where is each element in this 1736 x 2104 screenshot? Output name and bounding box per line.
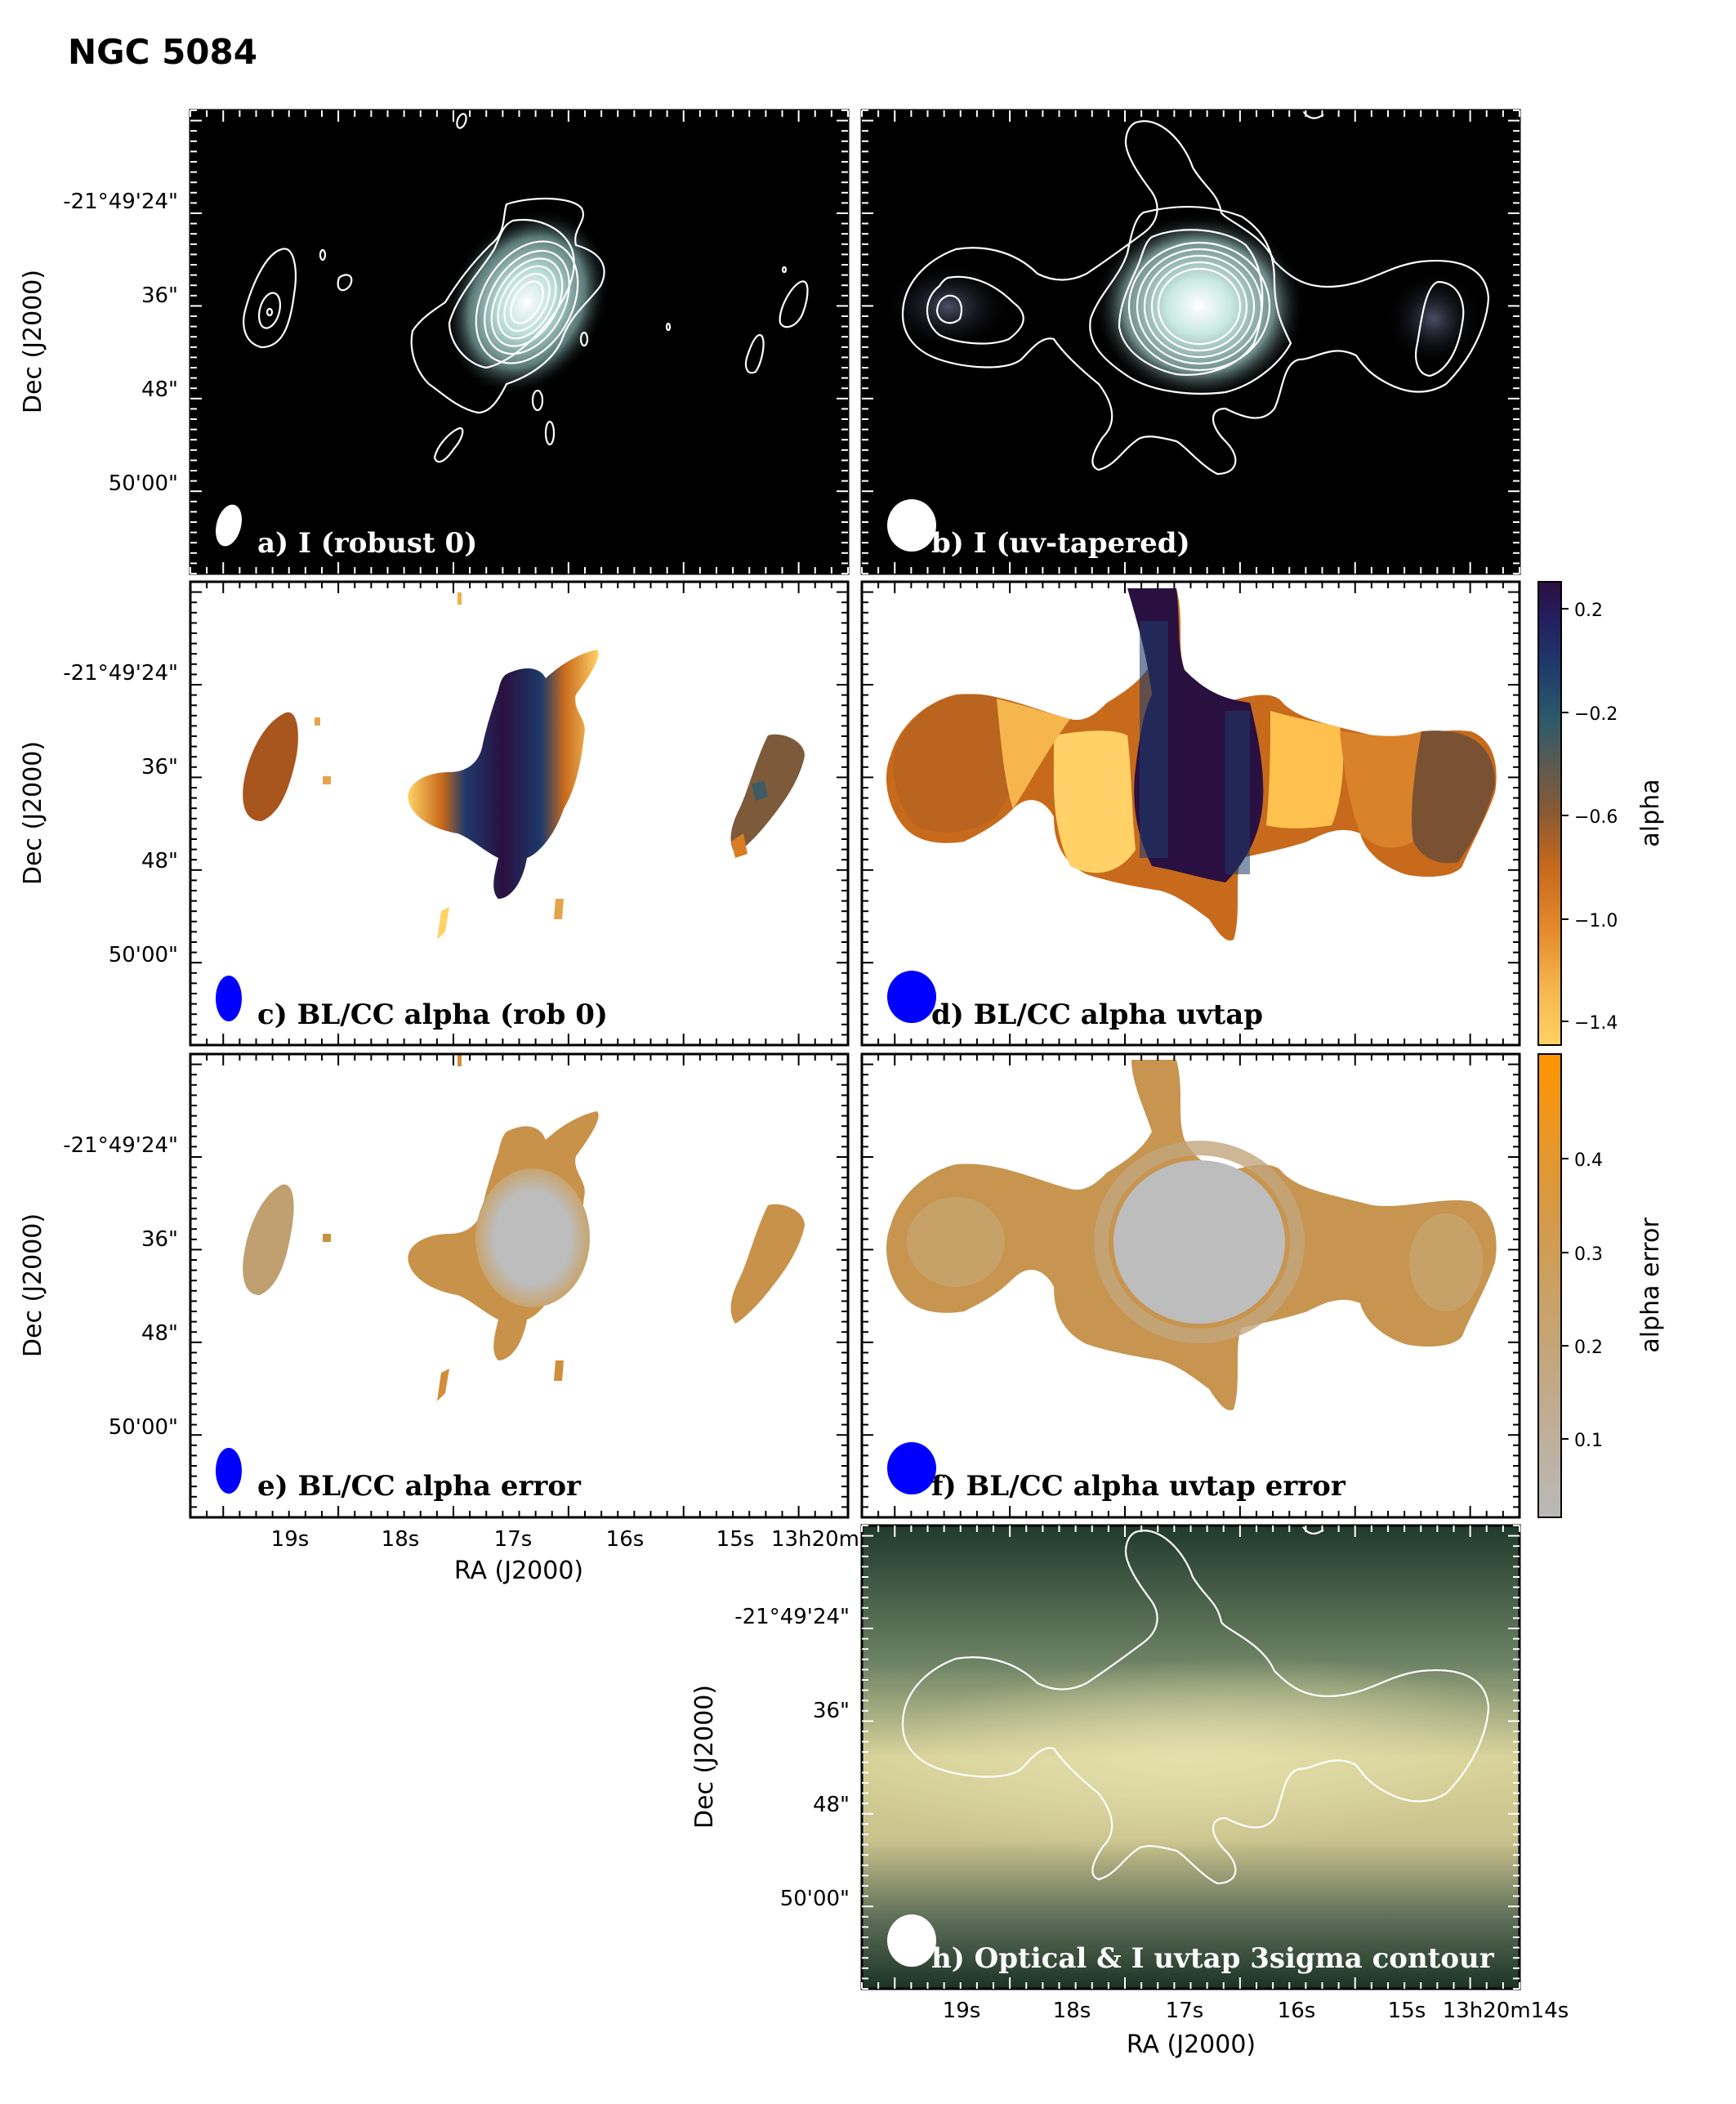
panel-c: c) BL/CC alpha (rob 0) [189, 580, 850, 1047]
panel-d-label: d) BL/CC alpha uvtap [931, 998, 1263, 1031]
dec-tick: 48" [141, 849, 178, 873]
dec-axis-label: Dec (J2000) [690, 1685, 719, 1829]
ra-ticks-h: 19s 18s 17s 16s 15s 13h20m14s [943, 1999, 1569, 2023]
ra-tick: 18s [1053, 1999, 1091, 2023]
panel-c-label: c) BL/CC alpha (rob 0) [257, 998, 608, 1031]
panel-a-label: a) I (robust 0) [257, 527, 477, 560]
cb-alpha-label: alpha [1636, 779, 1665, 847]
ra-tick: 13h20m [771, 1527, 859, 1552]
cb-err-label: alpha error [1636, 1217, 1665, 1353]
dec-tick: 36" [141, 1227, 178, 1252]
panel-h-label: h) Optical & I uvtap 3sigma contour [931, 1942, 1495, 1975]
dec-tick: 48" [141, 1321, 178, 1346]
ra-tick: 17s [1166, 1999, 1204, 2023]
dec-tick: 50'00" [109, 1415, 178, 1440]
dec-tick: -21°49'24" [63, 190, 178, 214]
dec-axis-label: Dec (J2000) [19, 1213, 47, 1357]
ra-ticks-e: 19s 18s 17s 16s 15s 13h20m [271, 1527, 859, 1552]
cb-err-tick-3: 0.2 [1574, 1338, 1603, 1358]
panel-f: f) BL/CC alpha uvtap error [860, 1052, 1521, 1519]
cb-alpha-tick-3: −0.6 [1574, 807, 1618, 828]
ra-tick: 18s [382, 1527, 420, 1552]
ra-tick: 17s [494, 1527, 533, 1552]
cb-alpha-tick-2: −0.2 [1574, 704, 1618, 725]
cb-err-tick-1: 0.4 [1574, 1150, 1603, 1171]
dec-tick: -21°49'24" [63, 1133, 178, 1158]
dec-axis-label: Dec (J2000) [19, 270, 47, 413]
dec-tick: 50'00" [109, 471, 178, 496]
ra-tick: 13h20m14s [1443, 1999, 1569, 2023]
ra-tick: 15s [1388, 1999, 1426, 2023]
cb-alpha-tick-1: 0.2 [1574, 601, 1603, 621]
dec-ticks-row4: -21°49'24" 36" 48" 50'00" [734, 1605, 850, 1911]
dec-tick: 48" [141, 377, 178, 402]
colorbar-alpha: 0.2 −0.2 −0.6 −1.0 −1.4 alpha [1537, 581, 1665, 1046]
figure-title: NGC 5084 [68, 32, 257, 72]
panel-e: e) BL/CC alpha error [189, 1052, 850, 1519]
panel-b-label: b) I (uv-tapered) [931, 527, 1190, 560]
panel-h: h) Optical & I uvtap 3sigma contour [860, 1524, 1521, 1990]
dec-ticks-row2: -21°49'24" 36" 48" 50'00" [63, 661, 178, 967]
panel-d: d) BL/CC alpha uvtap [860, 580, 1521, 1047]
dec-tick: 50'00" [109, 943, 178, 967]
cb-err-tick-2: 0.3 [1574, 1244, 1603, 1265]
ra-tick: 16s [606, 1527, 645, 1552]
dec-tick: -21°49'24" [734, 1605, 850, 1629]
tick-marks [190, 109, 1520, 1990]
dec-tick: 36" [141, 755, 178, 780]
cb-alpha-tick-4: −1.0 [1574, 911, 1618, 931]
cb-err-tick-4: 0.1 [1574, 1431, 1603, 1451]
ra-tick: 19s [943, 1999, 981, 2023]
panel-f-label: f) BL/CC alpha uvtap error [931, 1470, 1346, 1503]
dec-ticks-row3: -21°49'24" 36" 48" 50'00" [63, 1133, 178, 1440]
dec-tick: 36" [813, 1699, 850, 1723]
dec-tick: 36" [141, 284, 178, 308]
ra-tick: 16s [1278, 1999, 1316, 2023]
dec-axis-label: Dec (J2000) [19, 741, 47, 885]
panel-b: b) I (uv-tapered) [860, 109, 1521, 575]
ra-tick: 15s [716, 1527, 755, 1552]
ra-axis-label: RA (J2000) [1127, 2030, 1256, 2059]
panel-a: a) I (robust 0) [189, 109, 850, 575]
dec-tick: -21°49'24" [63, 661, 178, 686]
dec-ticks-row1: -21°49'24" 36" 48" 50'00" [63, 190, 178, 496]
dec-tick: 48" [813, 1793, 850, 1817]
ra-axis-label: RA (J2000) [454, 1557, 583, 1585]
cb-alpha-tick-5: −1.4 [1574, 1013, 1618, 1034]
ra-tick: 19s [271, 1527, 310, 1552]
colorbar-alpha-error: 0.4 0.3 0.2 0.1 alpha error [1537, 1053, 1665, 1518]
dec-tick: 50'00" [780, 1887, 850, 1911]
panel-e-label: e) BL/CC alpha error [257, 1470, 582, 1503]
